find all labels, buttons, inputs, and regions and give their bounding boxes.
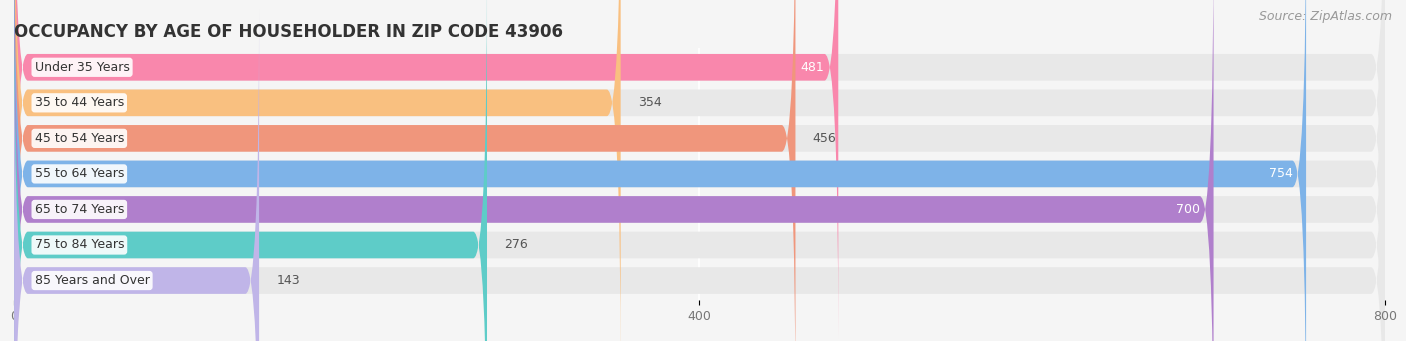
- FancyBboxPatch shape: [14, 0, 796, 341]
- Text: 143: 143: [276, 274, 299, 287]
- FancyBboxPatch shape: [14, 0, 1385, 341]
- FancyBboxPatch shape: [14, 0, 1385, 341]
- Text: 75 to 84 Years: 75 to 84 Years: [35, 238, 124, 252]
- Text: 55 to 64 Years: 55 to 64 Years: [35, 167, 124, 180]
- Text: 481: 481: [801, 61, 824, 74]
- FancyBboxPatch shape: [14, 0, 486, 341]
- FancyBboxPatch shape: [14, 10, 1385, 341]
- FancyBboxPatch shape: [14, 0, 1385, 341]
- FancyBboxPatch shape: [14, 0, 620, 341]
- FancyBboxPatch shape: [14, 0, 1385, 341]
- Text: Source: ZipAtlas.com: Source: ZipAtlas.com: [1258, 10, 1392, 23]
- Text: 65 to 74 Years: 65 to 74 Years: [35, 203, 124, 216]
- Text: 35 to 44 Years: 35 to 44 Years: [35, 96, 124, 109]
- Text: 354: 354: [638, 96, 662, 109]
- FancyBboxPatch shape: [14, 0, 838, 338]
- Text: 700: 700: [1175, 203, 1199, 216]
- Text: OCCUPANCY BY AGE OF HOUSEHOLDER IN ZIP CODE 43906: OCCUPANCY BY AGE OF HOUSEHOLDER IN ZIP C…: [14, 23, 562, 41]
- FancyBboxPatch shape: [14, 0, 1213, 341]
- Text: 45 to 54 Years: 45 to 54 Years: [35, 132, 124, 145]
- FancyBboxPatch shape: [14, 0, 1306, 341]
- FancyBboxPatch shape: [14, 0, 1385, 341]
- Text: 276: 276: [505, 238, 527, 252]
- Text: 754: 754: [1268, 167, 1292, 180]
- FancyBboxPatch shape: [14, 10, 259, 341]
- FancyBboxPatch shape: [14, 0, 1385, 338]
- Text: Under 35 Years: Under 35 Years: [35, 61, 129, 74]
- Text: 85 Years and Over: 85 Years and Over: [35, 274, 149, 287]
- Text: 456: 456: [813, 132, 837, 145]
